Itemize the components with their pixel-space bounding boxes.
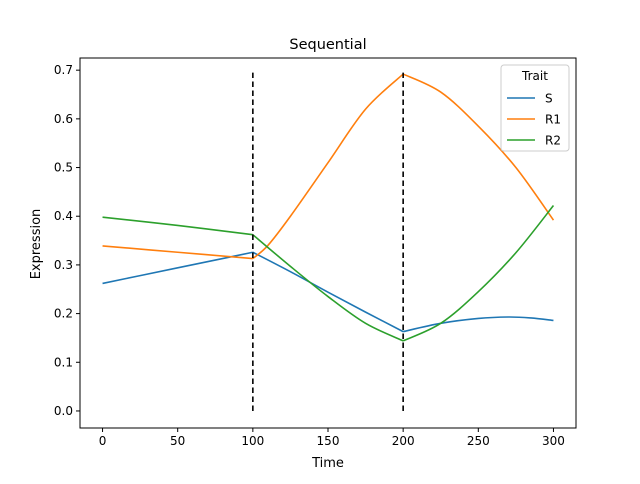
chart-title: Sequential (289, 37, 366, 53)
legend-label-r1: R1 (545, 113, 561, 127)
y-tick-label: 0.7 (54, 63, 73, 77)
y-tick-label: 0.5 (54, 161, 73, 175)
series-line-s (102, 251, 554, 333)
legend: Trait S R1 R2 (500, 64, 570, 152)
legend-label-r2: R2 (545, 134, 561, 148)
y-tick-label: 0.6 (54, 112, 73, 126)
x-tick-label: 100 (241, 434, 264, 448)
x-tick-label: 300 (542, 434, 565, 448)
x-tick-label: 250 (467, 434, 490, 448)
y-tick-label: 0.1 (54, 355, 73, 369)
legend-box (500, 64, 570, 152)
y-tick-label: 0.4 (54, 209, 73, 223)
x-axis-label: Time (311, 456, 344, 471)
x-tick-label: 50 (170, 434, 185, 448)
x-tick-label: 150 (317, 434, 340, 448)
y-tick-label: 0.3 (54, 258, 73, 272)
y-tick-label: 0.0 (54, 404, 73, 418)
legend-title: Trait (521, 69, 548, 83)
x-tick-label: 200 (392, 434, 415, 448)
y-tick-label: 0.2 (54, 307, 73, 321)
y-axis-label: Expression (29, 209, 44, 280)
series-line-r2 (102, 205, 555, 342)
axes-frame (79, 57, 577, 429)
legend-label-s: S (545, 92, 553, 106)
x-tick-label: 0 (99, 434, 107, 448)
plot-area: 0 50 100 150 200 250 300 0.0 0.1 0.2 0.3 0.4 0.5 0.6 0… (54, 63, 565, 448)
